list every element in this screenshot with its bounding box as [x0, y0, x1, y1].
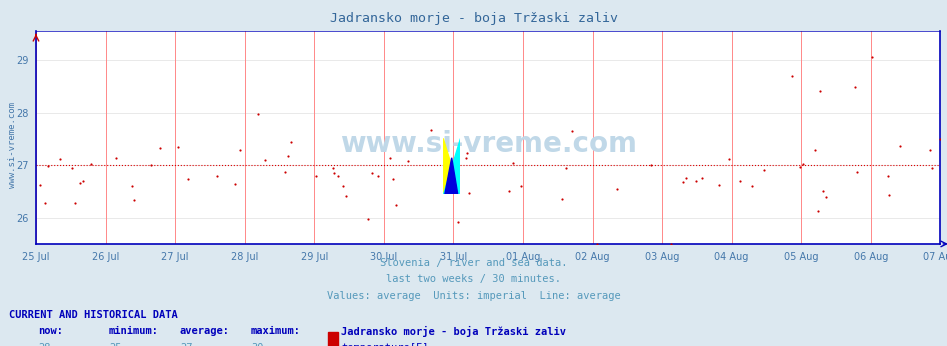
Point [170, 145, 185, 150]
Text: Values: average  Units: imperial  Line: average: Values: average Units: imperial Line: av… [327, 291, 620, 301]
Point [401, 158, 416, 163]
Point [732, 179, 747, 184]
Text: www.si-vreme.com: www.si-vreme.com [340, 130, 636, 158]
Point [892, 143, 907, 149]
Point [558, 165, 573, 171]
Point [388, 203, 403, 208]
Text: www.si-vreme.com: www.si-vreme.com [8, 102, 17, 188]
Polygon shape [445, 158, 457, 194]
Text: 27: 27 [180, 343, 192, 346]
Point [32, 182, 47, 187]
Text: maximum:: maximum: [251, 326, 301, 336]
Text: CURRENT AND HISTORICAL DATA: CURRENT AND HISTORICAL DATA [9, 310, 178, 320]
Point [327, 171, 342, 176]
Text: 30: 30 [251, 343, 263, 346]
Point [795, 162, 811, 167]
Point [280, 153, 295, 159]
Point [513, 183, 528, 189]
Point [589, 241, 604, 247]
Point [663, 241, 678, 247]
Point [371, 173, 386, 179]
Point [331, 173, 346, 179]
Point [643, 162, 658, 167]
Point [338, 193, 353, 199]
Point [793, 164, 808, 170]
Point [848, 84, 863, 90]
Point [251, 111, 266, 117]
Polygon shape [443, 138, 460, 194]
Point [64, 165, 80, 171]
Point [38, 200, 53, 206]
Point [53, 156, 68, 162]
Point [675, 179, 690, 184]
Point [880, 173, 895, 179]
Point [152, 145, 168, 151]
Point [712, 182, 727, 188]
Point [336, 183, 351, 189]
Point [283, 139, 298, 145]
Point [506, 161, 521, 166]
Point [813, 88, 828, 94]
Point [757, 167, 772, 172]
Point [364, 170, 379, 176]
Point [277, 170, 293, 175]
Point [922, 147, 938, 153]
Point [564, 129, 580, 134]
Point [502, 188, 517, 193]
Point [383, 156, 398, 161]
Point [450, 219, 465, 225]
Text: temperature[F]: temperature[F] [341, 343, 428, 346]
Text: Jadransko morje - boja Tržaski zaliv: Jadransko morje - boja Tržaski zaliv [341, 326, 566, 337]
Point [458, 156, 474, 161]
Point [124, 184, 139, 189]
Point [864, 54, 879, 60]
Point [258, 157, 273, 163]
Point [67, 200, 82, 206]
Point [423, 127, 438, 133]
Point [143, 162, 158, 167]
Point [309, 173, 324, 179]
Text: 28: 28 [38, 343, 50, 346]
Point [678, 175, 693, 181]
Text: Jadransko morje - boja Tržaski zaliv: Jadransko morje - boja Tržaski zaliv [330, 12, 617, 25]
Point [882, 193, 897, 198]
Point [181, 176, 196, 182]
Point [933, 136, 947, 142]
Text: 25: 25 [109, 343, 121, 346]
Point [209, 174, 224, 179]
Point [108, 155, 123, 161]
Point [924, 165, 939, 170]
Point [127, 198, 142, 203]
Point [849, 170, 865, 175]
Text: minimum:: minimum: [109, 326, 159, 336]
Point [459, 150, 474, 155]
Point [554, 196, 569, 202]
Text: average:: average: [180, 326, 230, 336]
Point [385, 176, 401, 181]
Point [808, 147, 823, 153]
Point [83, 162, 98, 167]
Point [73, 180, 88, 185]
Point [360, 216, 375, 222]
Text: Slovenia / river and sea data.: Slovenia / river and sea data. [380, 258, 567, 268]
Polygon shape [443, 138, 460, 194]
Point [815, 188, 831, 194]
Point [810, 208, 825, 214]
Point [41, 163, 56, 169]
Point [228, 181, 243, 187]
Point [232, 147, 247, 153]
Point [609, 186, 624, 192]
Point [688, 179, 704, 184]
Point [325, 165, 340, 171]
Point [784, 73, 799, 78]
Point [744, 183, 759, 189]
Point [694, 175, 709, 181]
Point [461, 190, 476, 195]
Text: last two weeks / 30 minutes.: last two weeks / 30 minutes. [386, 274, 561, 284]
Point [818, 194, 833, 200]
Point [722, 156, 737, 162]
Text: now:: now: [38, 326, 63, 336]
Point [76, 178, 91, 184]
